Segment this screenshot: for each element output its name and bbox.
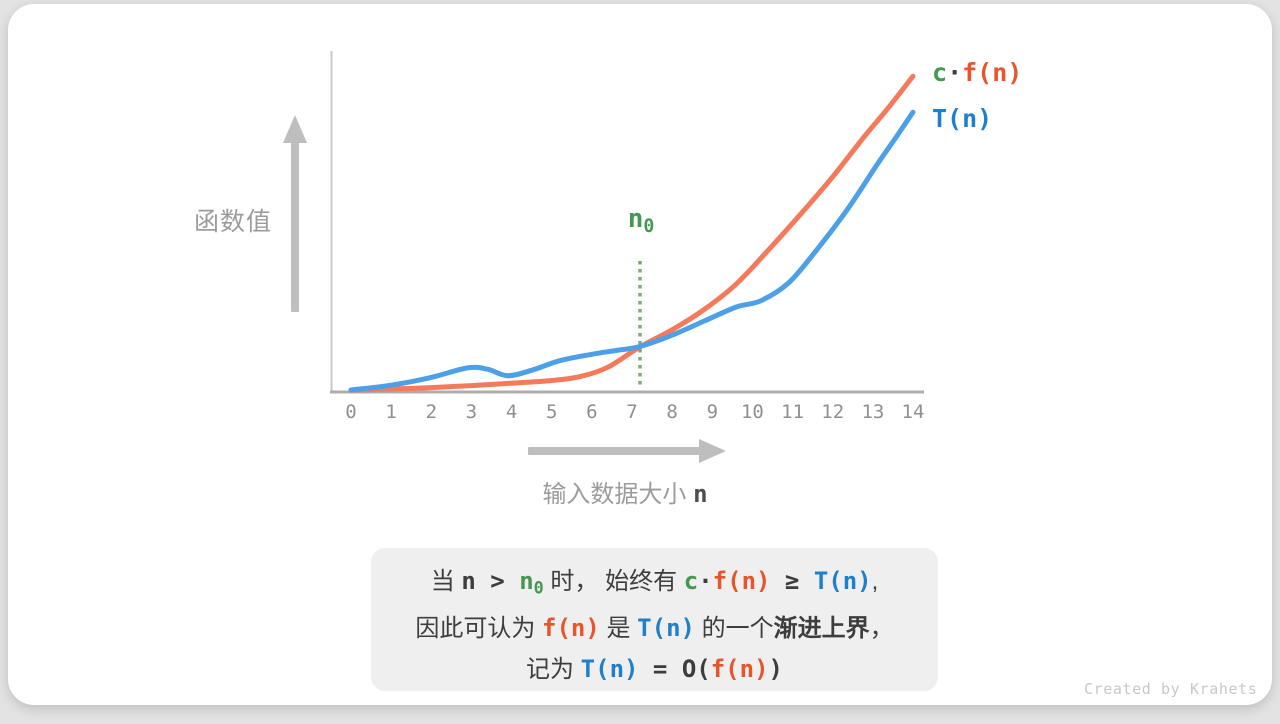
watermark-credit: Created by Krahets bbox=[1084, 680, 1258, 698]
x-tick-label: 0 bbox=[345, 401, 356, 423]
curve-cfn bbox=[348, 73, 916, 393]
threshold-label-n0: n0 bbox=[610, 205, 672, 237]
text-segment: = bbox=[638, 654, 682, 683]
text-segment: c bbox=[683, 567, 699, 595]
x-tick-label: 6 bbox=[586, 401, 597, 423]
text-segment: n bbox=[693, 480, 708, 508]
asymptotic-upper-bound-chart: 0 1 2 3 4 5 6 7 8 9 10 11 12 13 14 bbox=[283, 51, 924, 463]
figure-card: 0 1 2 3 4 5 6 7 8 9 10 11 12 13 14 函数值 输入数据大小 n c·f(n)… bbox=[8, 4, 1272, 705]
text-segment: ≥ bbox=[770, 567, 814, 595]
text-segment: 的一个 bbox=[694, 614, 774, 642]
text-segment: T(n) bbox=[813, 567, 872, 595]
x-tick-label: 1 bbox=[385, 401, 396, 423]
y-axis-arrow-icon bbox=[283, 115, 307, 312]
text-segment: 当 bbox=[430, 568, 462, 595]
text-segment: 因此可认为 bbox=[415, 614, 543, 642]
caption-line-1: 当 n > n0 时， 始终有 c·f(n) ≥ T(n), bbox=[371, 561, 938, 608]
x-tick-label: 7 bbox=[626, 401, 637, 423]
x-tick-label: 4 bbox=[506, 401, 517, 423]
text-segment: n bbox=[519, 567, 534, 595]
x-tick-label: 2 bbox=[426, 401, 437, 423]
x-tick-label: 10 bbox=[741, 401, 764, 423]
text-segment: 时， bbox=[543, 568, 606, 595]
text-segment: , bbox=[871, 568, 879, 595]
text-segment: 是 bbox=[599, 614, 638, 642]
text-segment: 0 bbox=[533, 577, 544, 598]
text-segment: 渐进上界 bbox=[773, 614, 870, 642]
x-tick-label: 9 bbox=[707, 401, 718, 423]
x-axis-arrow-icon bbox=[528, 439, 726, 463]
text-segment: f(n) bbox=[962, 58, 1023, 87]
curves-group bbox=[348, 73, 916, 393]
text-segment: · bbox=[698, 567, 713, 595]
x-tick-label: 13 bbox=[861, 401, 884, 423]
text-segment: 记为 bbox=[526, 655, 581, 683]
text-segment: f(n) bbox=[712, 567, 771, 595]
curve-tn bbox=[348, 109, 916, 393]
text-segment: · bbox=[947, 58, 963, 87]
x-tick-labels: 0 1 2 3 4 5 6 7 8 9 10 11 12 13 14 bbox=[345, 401, 924, 423]
text-segment: T(n) bbox=[580, 654, 639, 683]
legend-tn: T(n) bbox=[932, 104, 993, 133]
caption-box: 当 n > n0 时， 始终有 c·f(n) ≥ T(n), 因此可认为 f(n… bbox=[371, 548, 938, 691]
text-segment: f(n) bbox=[710, 654, 769, 683]
x-tick-label: 3 bbox=[466, 401, 477, 423]
x-tick-label: 5 bbox=[546, 401, 557, 423]
text-segment: f(n) bbox=[542, 613, 600, 642]
caption-line-2: 因此可认为 f(n) 是 T(n) 的一个渐进上界， bbox=[371, 608, 938, 649]
text-segment: T(n) bbox=[932, 104, 993, 133]
text-segment: n bbox=[461, 567, 476, 595]
caption-line-3: 记为 T(n) = O(f(n)) bbox=[371, 649, 938, 690]
text-segment: c bbox=[932, 58, 948, 87]
x-tick-label: 11 bbox=[781, 401, 804, 423]
text-segment: 输入数据大小 bbox=[542, 481, 694, 508]
text-segment: 0 bbox=[643, 216, 655, 238]
text-segment: O( bbox=[681, 654, 711, 683]
legend-cfn: c·f(n) bbox=[932, 58, 1023, 87]
text-segment: > bbox=[475, 567, 520, 595]
text-segment: 始终有 bbox=[605, 568, 684, 595]
text-segment: ) bbox=[768, 654, 783, 683]
text-segment: n bbox=[627, 204, 644, 234]
y-axis-label: 函数值 bbox=[194, 208, 273, 236]
text-segment: ， bbox=[869, 614, 894, 642]
x-tick-label: 14 bbox=[902, 401, 925, 423]
x-axis-label: 输入数据大小 n bbox=[475, 474, 775, 509]
x-tick-label: 12 bbox=[821, 401, 844, 423]
x-tick-label: 8 bbox=[666, 401, 677, 423]
text-segment: T(n) bbox=[637, 613, 695, 642]
